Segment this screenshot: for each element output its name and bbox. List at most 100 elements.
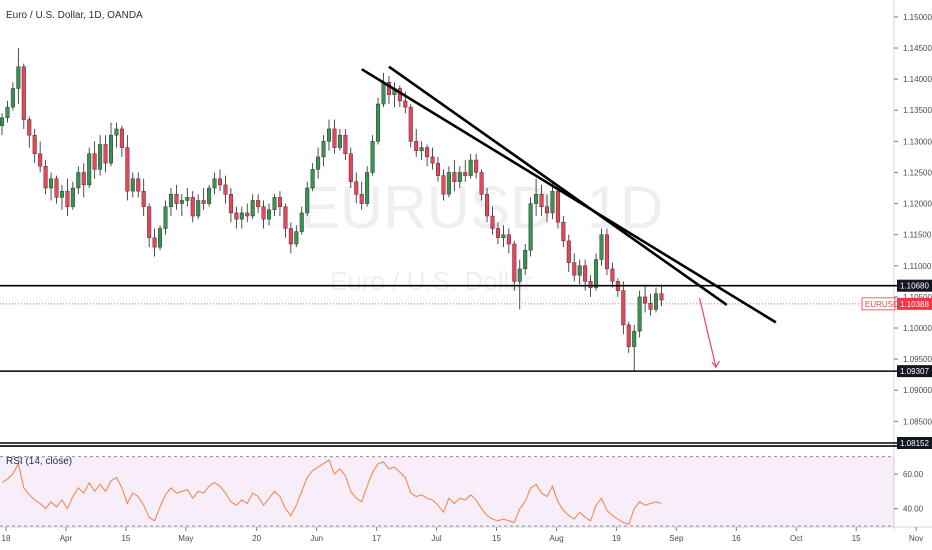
candle-body <box>343 134 348 154</box>
candle-body <box>267 209 272 220</box>
candle-body <box>452 172 457 182</box>
candle-body <box>256 200 261 207</box>
candle-body <box>604 234 609 270</box>
x-tick-label: 15 <box>852 534 861 543</box>
rsi-band <box>0 456 894 526</box>
x-tick-label: Aug <box>549 534 563 543</box>
candle-body <box>354 181 359 195</box>
candle-body <box>98 144 103 170</box>
y-tick-label: 1.14500 <box>903 44 932 53</box>
level-price-tag <box>897 437 932 449</box>
candle-body <box>610 268 615 282</box>
candle-body <box>419 147 424 151</box>
x-tick-label: Nov <box>909 534 923 543</box>
candle-body <box>430 156 435 164</box>
y-tick-label: 1.10500 <box>903 293 932 302</box>
candle-body <box>212 178 217 189</box>
candle-body <box>185 197 190 201</box>
candle-body <box>365 172 370 204</box>
candle-body <box>403 100 408 108</box>
x-tick-label: 20 <box>252 534 261 543</box>
candles <box>0 48 664 372</box>
projection-arrow[interactable] <box>699 298 720 369</box>
candle-body <box>179 200 184 204</box>
price-axis[interactable]: 1.15000 1.14500 1.14000 1.13500 1.13000 1.125… <box>894 13 932 426</box>
candle-body <box>239 212 244 220</box>
trendlines[interactable] <box>361 65 777 324</box>
candle-body <box>534 194 539 204</box>
candle-body <box>566 240 571 263</box>
candle-body <box>599 234 604 260</box>
price-labels: 1.10680 1.09307 1.08152 EURUSD 1.10388 <box>861 279 932 449</box>
x-tick-label: 17 <box>372 534 381 543</box>
candle-body <box>561 222 566 242</box>
x-tick-label: 16 <box>732 534 741 543</box>
candle-body <box>136 178 141 192</box>
candle-body <box>528 203 533 251</box>
trendline <box>388 65 728 307</box>
candle-body <box>632 330 637 347</box>
y-tick-label: 1.11000 <box>903 262 932 271</box>
rsi-pane[interactable]: 60.00 40.00 <box>0 456 924 527</box>
candle-body <box>114 128 119 136</box>
candle-body <box>261 206 266 220</box>
candle-body <box>550 190 555 214</box>
candle-body <box>332 128 337 148</box>
x-tick-label: 19 <box>612 534 621 543</box>
candle-body <box>130 178 135 192</box>
level-price-text: 1.08152 <box>900 439 929 448</box>
candle-body <box>506 234 511 245</box>
x-tick-label: Sep <box>669 534 684 543</box>
candle-body <box>485 194 490 217</box>
candle-body <box>577 265 582 276</box>
candle-body <box>316 156 321 170</box>
candle-body <box>621 290 626 326</box>
candle-body <box>572 262 577 276</box>
candle-body <box>539 194 544 207</box>
y-tick-label: 1.14000 <box>903 75 932 84</box>
candle-body <box>5 106 10 118</box>
candle-body <box>490 215 495 229</box>
candle-body <box>555 190 560 223</box>
candle-body <box>414 141 419 151</box>
candle-body <box>457 172 462 182</box>
candle-body <box>523 250 528 270</box>
candle-body <box>92 153 97 170</box>
candle-body <box>626 324 631 347</box>
candle-body <box>594 259 599 288</box>
candle-body <box>436 162 441 176</box>
symbol-tag <box>861 297 896 311</box>
candle-body <box>32 134 37 154</box>
x-tick-label: Jun <box>310 534 323 543</box>
candle-body <box>637 296 642 332</box>
watermark-name: Euro / U.S. Dollar <box>330 266 533 296</box>
candle-body <box>321 141 326 158</box>
candle-body <box>228 194 233 214</box>
x-tick-label: 15 <box>121 534 130 543</box>
candle-body <box>103 144 108 164</box>
candle-body <box>43 166 48 189</box>
y-tick-label: 1.15000 <box>903 13 932 22</box>
candle-body <box>201 200 206 204</box>
candle-body <box>207 187 212 204</box>
time-axis[interactable]: 18 Apr 15 May 20 Jun 17 Jul 15 Aug 19 Sep 16 Oct 15 Nov <box>2 527 924 543</box>
candle-body <box>283 206 288 229</box>
candle-body <box>223 184 228 195</box>
y-tick-label: 1.13000 <box>903 137 932 146</box>
candle-body <box>158 228 163 248</box>
candle-body <box>370 141 375 173</box>
candle-body <box>152 237 157 248</box>
rsi-label: RSI (14, close) <box>6 456 72 467</box>
candle-body <box>65 190 70 207</box>
candle-body <box>463 172 468 176</box>
level-price-tag <box>897 365 932 378</box>
candle-body <box>10 88 15 108</box>
candle-body <box>49 178 54 189</box>
candle-body <box>196 200 201 217</box>
candle-body <box>27 119 32 136</box>
x-tick-label: Jul <box>431 534 441 543</box>
candle-body <box>495 228 500 238</box>
rsi-tick-label: 40.00 <box>903 505 924 514</box>
level-price-text: 1.10680 <box>900 282 929 291</box>
